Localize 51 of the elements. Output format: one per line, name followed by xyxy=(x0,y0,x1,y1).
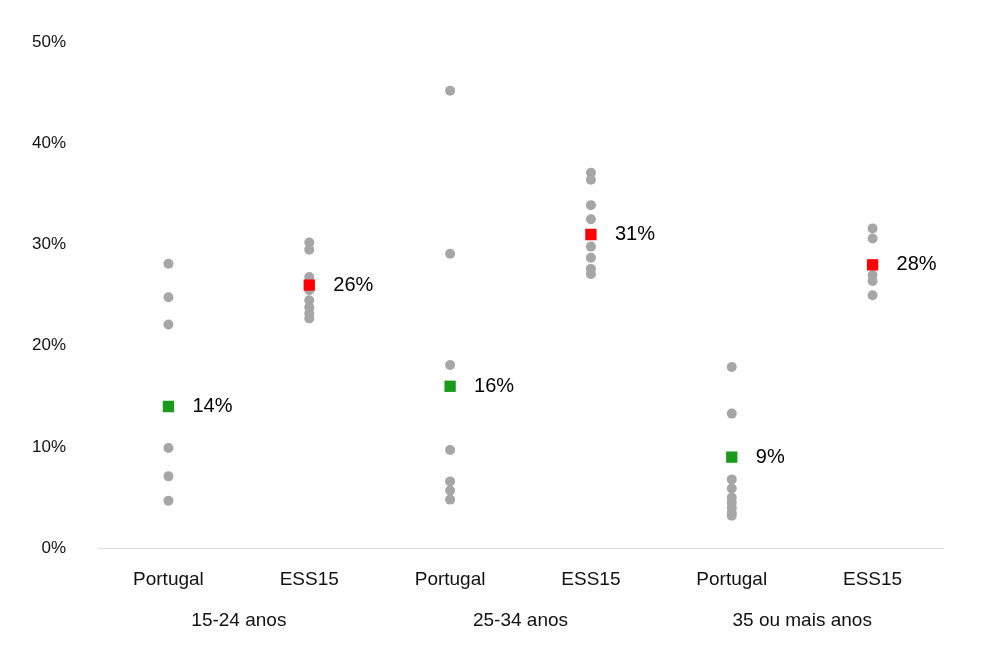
point xyxy=(867,290,878,301)
point xyxy=(726,362,737,373)
point xyxy=(726,474,737,485)
data-label: 14% xyxy=(192,394,233,417)
text: 15-24 anos xyxy=(191,609,287,631)
point xyxy=(726,483,737,494)
y-tick-label: 10% xyxy=(31,436,67,456)
data-label: 9% xyxy=(755,444,785,467)
point xyxy=(444,380,456,392)
point xyxy=(726,451,738,463)
data-label: 31% xyxy=(614,222,656,244)
point xyxy=(585,214,596,225)
x-tick-label: Portugal xyxy=(696,567,768,589)
y-tick-label: 0% xyxy=(41,537,67,557)
text: 35 ou mais anos xyxy=(732,609,872,631)
point xyxy=(445,360,456,371)
point xyxy=(867,233,878,244)
y-tick-label: 50% xyxy=(31,31,67,51)
point xyxy=(163,471,174,482)
data-label: 26% xyxy=(333,272,374,295)
y-tick-label: 20% xyxy=(31,335,67,355)
point xyxy=(163,319,174,330)
point xyxy=(585,228,597,241)
point xyxy=(726,408,737,419)
point xyxy=(585,200,596,211)
point xyxy=(445,476,456,487)
point xyxy=(445,248,456,259)
point xyxy=(866,259,879,271)
x-tick-label: ESS15 xyxy=(843,567,903,589)
point xyxy=(163,258,174,269)
data-label: 16% xyxy=(474,373,515,396)
point xyxy=(163,495,174,506)
y-tick-label: 40% xyxy=(31,133,67,153)
x-tick-label: ESS15 xyxy=(561,567,621,589)
y-tick-label: 30% xyxy=(31,234,67,254)
point xyxy=(445,85,456,96)
x-tick-label: Portugal xyxy=(414,567,486,589)
x-tick-label: ESS15 xyxy=(279,567,339,589)
point xyxy=(585,252,596,263)
data-label: 28% xyxy=(896,252,937,275)
point xyxy=(867,223,878,234)
text: 25-34 anos xyxy=(472,609,569,631)
point xyxy=(163,443,174,454)
point xyxy=(445,485,456,496)
point xyxy=(303,279,315,291)
x-tick-label: Portugal xyxy=(133,567,204,589)
point xyxy=(162,400,175,413)
point xyxy=(163,292,174,303)
point xyxy=(585,241,596,252)
point xyxy=(445,445,456,456)
point xyxy=(445,494,456,505)
